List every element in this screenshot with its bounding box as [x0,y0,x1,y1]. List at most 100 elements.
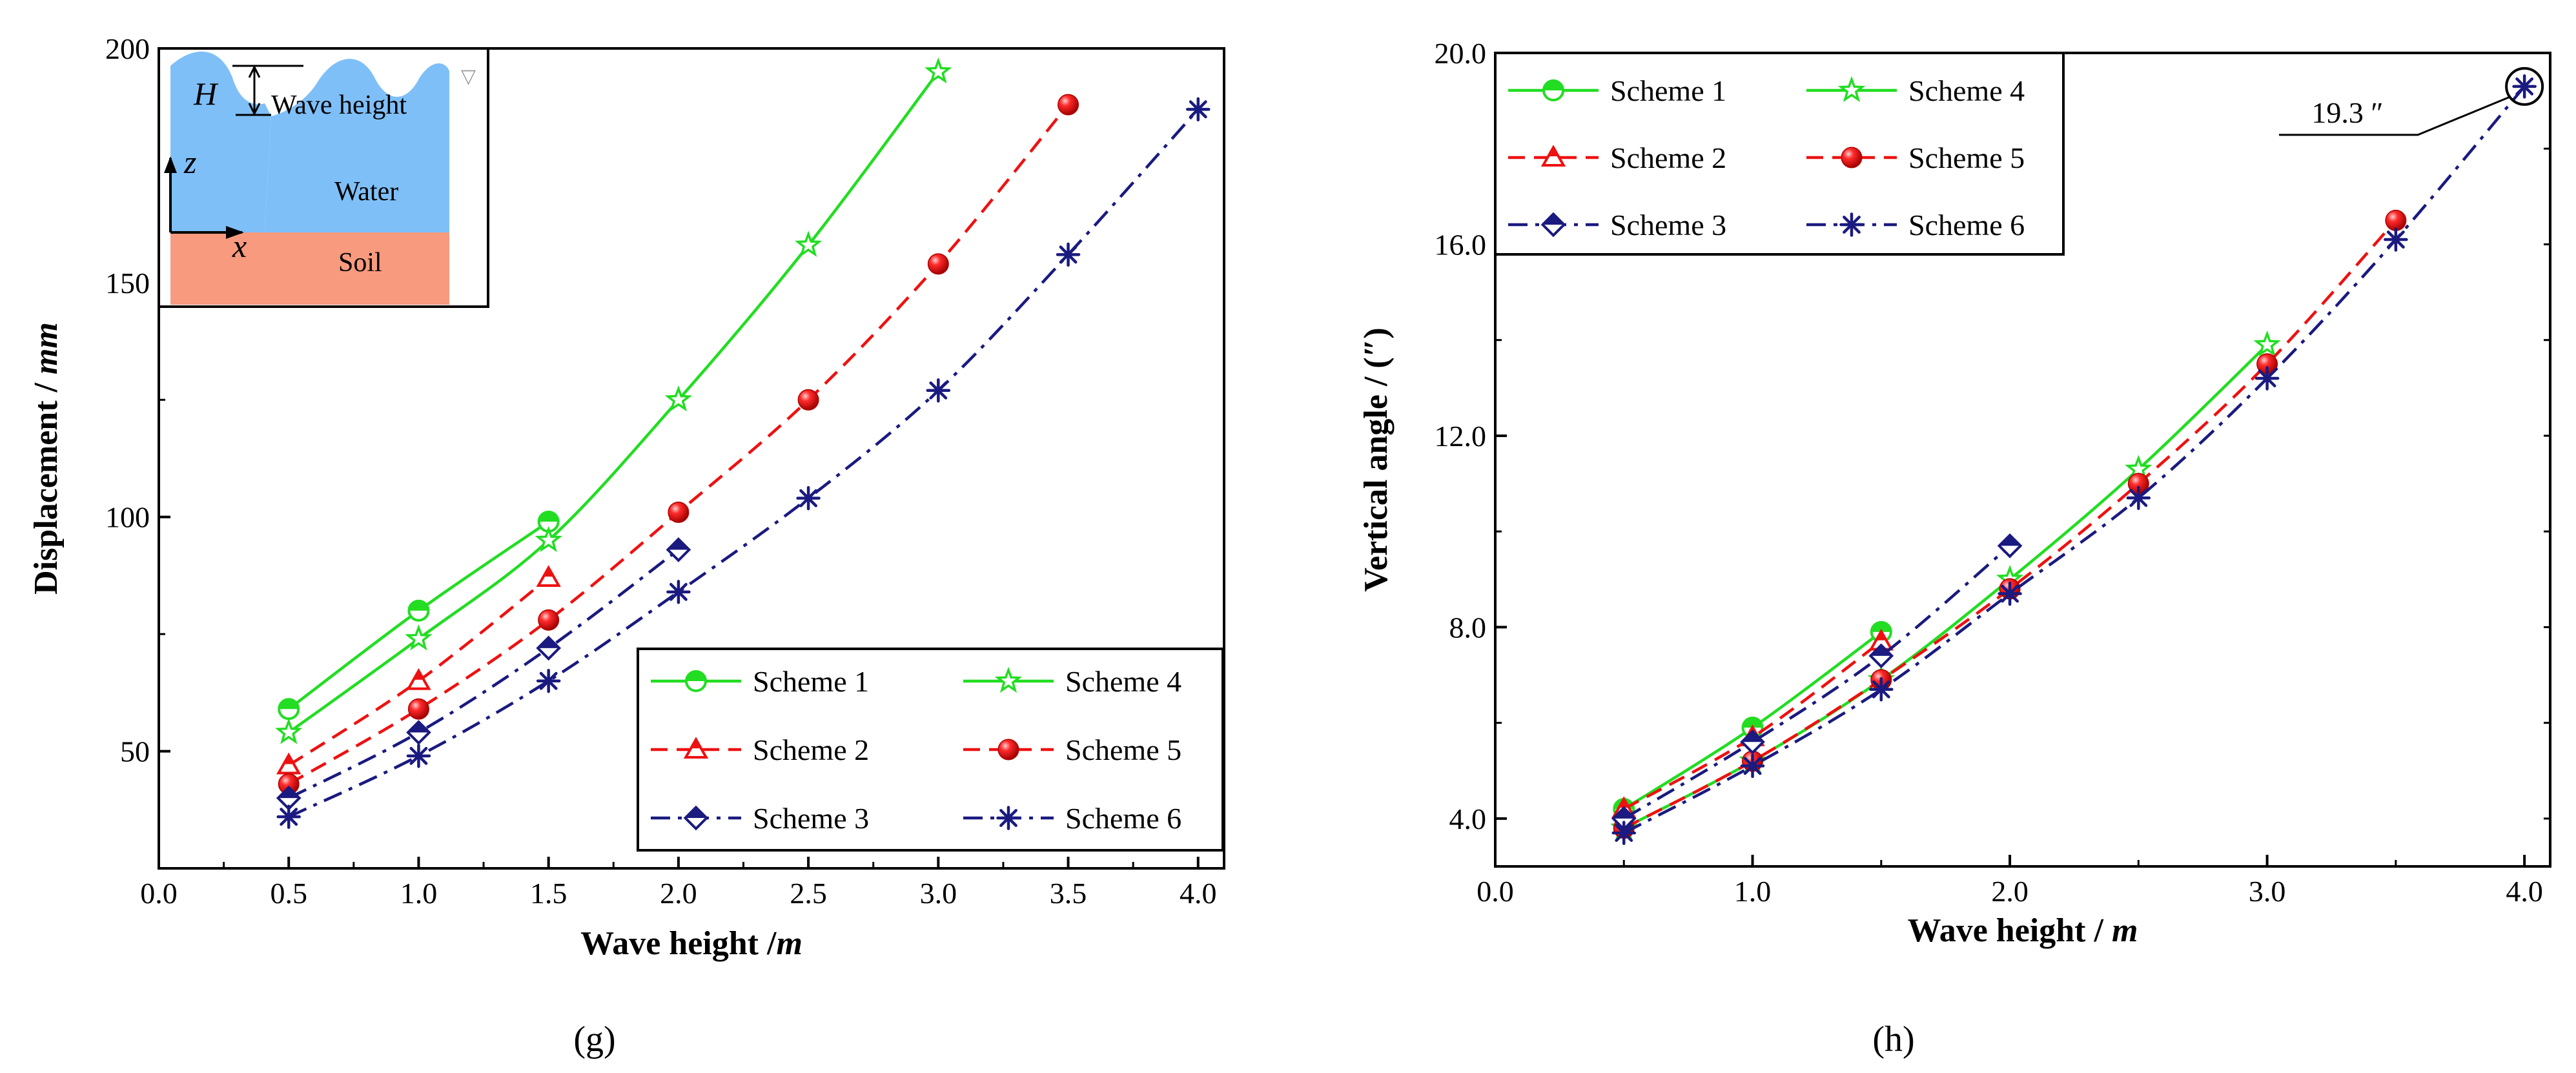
displacement-tick-layer: 0.0 0.5 1.0 1.5 2.0 2.5 3.0 3.5 4.0 50 100 150 200 [105,32,1217,910]
data-point-scheme-6-6 [2254,366,2280,391]
peak-annotation-circle [2505,66,2544,106]
series-line-scheme-6 [288,108,1200,819]
y-tick-label: 16.0 [1435,228,1487,261]
y-tick-label: 150 [105,267,150,300]
water-level-symbol: ▽ [461,66,476,87]
inset-label-wave-height: Wave height [271,90,407,120]
x-tick-label: 0.0 [140,877,178,910]
data-point-scheme-5-5 [797,389,819,411]
data-point-scheme-4-3 [535,526,562,553]
vertical-angle-legend-frame [1494,52,2065,256]
data-point-scheme-6-7 [2384,227,2408,252]
peak-annotation: 19.3 ″ [2279,66,2544,136]
x-tick-label: 3.0 [2249,875,2286,908]
legend-item-scheme-2: Scheme 2 [1508,141,1726,174]
legend-label: Scheme 1 [753,665,869,698]
displacement-plot-frame [158,47,1225,870]
x-tick-label: 3.5 [1050,877,1087,910]
data-point-scheme-4-1 [275,718,303,744]
x-tick-label: 2.0 [1991,875,2029,908]
data-point-scheme-5-2 [407,698,429,720]
series-scheme-6 [276,97,1211,829]
legend-marker [1542,79,1564,101]
displacement-chart: 0.0 0.5 1.0 1.5 2.0 2.5 3.0 3.5 4.0 50 100 150 200 W… [28,32,1225,1059]
peak-annotation-leader [2279,96,2511,136]
x-tick-label: 1.0 [1734,875,1772,908]
water-layer-left [170,51,271,233]
data-point-scheme-6-2 [406,744,431,768]
water-layer-right [265,59,449,232]
data-point-scheme-3-3 [1868,643,1894,669]
series-scheme-2 [276,565,561,775]
legend-marker [683,737,709,759]
y-tick-label: 100 [105,501,150,534]
legend-item-scheme-4: Scheme 4 [963,665,1181,698]
data-point-scheme-3-2 [1740,729,1765,755]
inset-z-arrowhead [164,156,177,173]
displacement-series-layer [275,57,1211,829]
series-scheme-4 [275,57,952,744]
inset-x-arrowhead [226,226,244,239]
panel-label-g: (g) [573,1019,615,1059]
series-scheme-4 [1610,330,2281,840]
inset-label-x: x [232,228,247,264]
series-scheme-5 [278,94,1079,795]
data-point-scheme-3-4 [666,537,691,562]
x-tick-label: 0.5 [270,877,307,910]
vertical-angle-series-layer [1610,74,2537,845]
wave-height-arrowheads [248,65,261,116]
legend-marker [685,670,707,692]
y-tick-label: 20.0 [1435,37,1487,70]
legend-label: Scheme 4 [1065,665,1181,698]
series-scheme-3 [1611,533,2023,832]
data-point-scheme-6-8 [1186,97,1211,122]
legend-item-scheme-4: Scheme 4 [1806,74,2025,107]
data-point-scheme-5-4 [668,501,690,523]
data-point-scheme-6-8 [2512,74,2537,99]
soil-layer [170,232,449,305]
x-tick-label: 2.5 [790,877,827,910]
x-tick-label: 1.0 [400,877,438,910]
legend-item-scheme-6: Scheme 6 [963,802,1181,835]
data-point-scheme-6-5 [2126,485,2151,511]
data-point-scheme-6-2 [1740,753,1765,779]
legend-marker [1839,212,1864,237]
inset-label-soil: Soil [338,248,382,278]
legend-marker [1837,76,1866,103]
x-tick-label: 3.0 [920,877,957,910]
data-point-scheme-1-2 [407,599,430,622]
x-tick-label: 4.0 [2506,875,2543,908]
vertical-angle-x-axis-title: Wave height / m [1908,912,2138,949]
legend-label: Scheme 1 [1610,74,1726,107]
wave-schematic-inset: H Wave height Water Soil z x ▽ [158,47,489,308]
legend-marker [1540,212,1566,238]
data-point-scheme-6-5 [796,485,821,511]
legend-label: Scheme 2 [753,733,869,766]
data-point-scheme-4-4 [664,385,693,412]
vertical-angle-y-axis-title: Vertical angle / (″) [1358,327,1395,591]
data-point-scheme-6-3 [1869,677,1894,702]
legend-item-scheme-3: Scheme 3 [1508,209,1726,241]
inset-label-h: H [193,76,219,112]
legend-label: Scheme 2 [1610,141,1726,174]
legend-item-scheme-3: Scheme 3 [651,802,869,835]
x-tick-label: 4.0 [1180,877,1217,910]
data-point-scheme-3-3 [536,635,561,661]
data-point-scheme-6-6 [926,378,951,403]
data-point-scheme-4-2 [405,624,433,651]
inset-label-z: z [183,144,196,180]
legend-label: Scheme 6 [1065,802,1181,835]
series-line-scheme-2 [1623,640,1883,811]
legend-item-scheme-1: Scheme 1 [651,665,869,698]
vertical-angle-chart: 0.0 1.0 2.0 3.0 4.0 4.0 8.0 12.0 16.0 20.0 Wave h… [1358,37,2551,1059]
legend-marker [994,666,1023,693]
legend-marker [1540,145,1566,167]
data-point-scheme-6-7 [1056,242,1081,267]
peak-annotation-label: 19.3 ″ [2311,96,2383,129]
legend-item-scheme-1: Scheme 1 [1508,74,1726,107]
legend-item-scheme-2: Scheme 2 [651,733,869,766]
data-point-scheme-2-1 [276,752,302,775]
y-tick-label: 4.0 [1449,802,1487,835]
data-point-scheme-2-2 [406,668,431,690]
data-point-scheme-6-1 [1611,821,1637,845]
